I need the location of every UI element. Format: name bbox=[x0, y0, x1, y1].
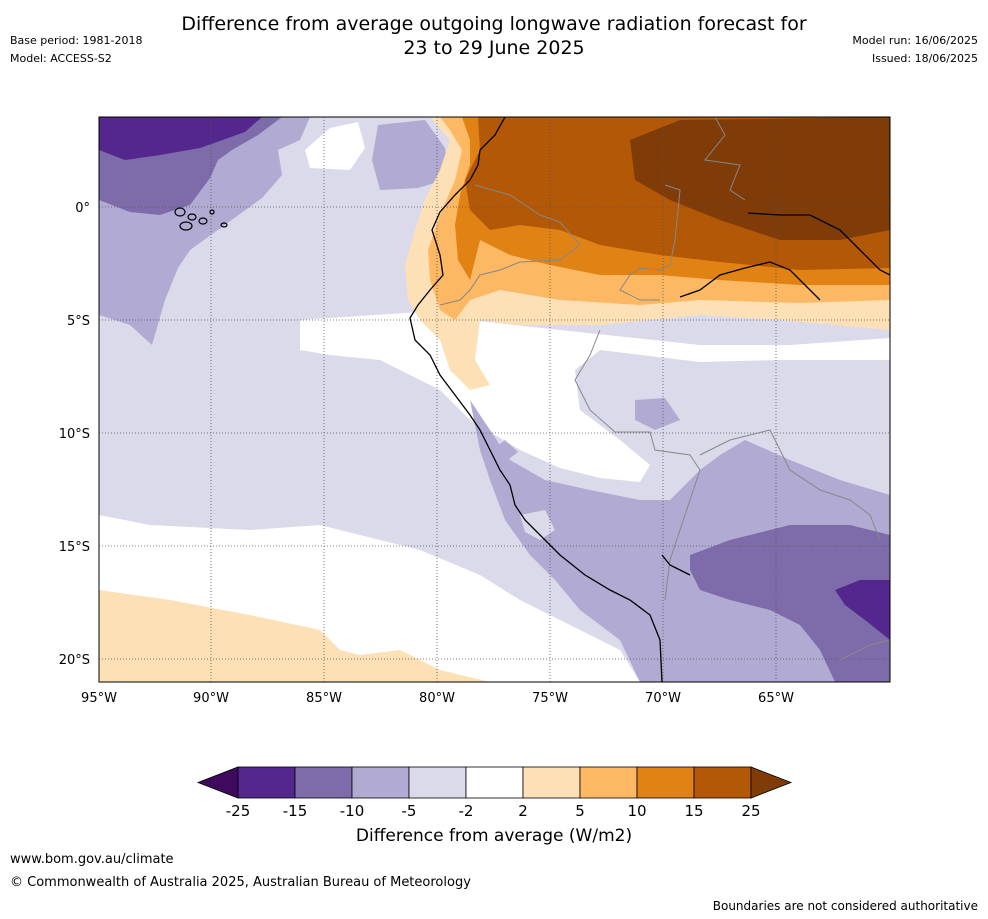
map-title: Difference from average outgoing longwav… bbox=[0, 12, 988, 60]
lon-tick-label: 90°W bbox=[193, 691, 229, 706]
colorbar-segment bbox=[693, 766, 752, 799]
shade-very-strong-negative-nw bbox=[99, 117, 262, 160]
colorbar-segment bbox=[636, 766, 695, 799]
model-text: Model: ACCESS-S2 bbox=[10, 52, 112, 65]
shade-moderate-negative-d bbox=[490, 440, 518, 462]
colorbar-tick-label: 5 bbox=[575, 802, 585, 820]
lat-tick-label: 0° bbox=[75, 201, 90, 216]
country-borders bbox=[439, 117, 890, 661]
lat-tick-label: 5°S bbox=[67, 314, 90, 329]
colorbar-tick-label: -10 bbox=[340, 802, 365, 820]
colorbar-extend-high bbox=[750, 766, 793, 799]
lon-tick-label: 65°W bbox=[758, 691, 794, 706]
map-panel bbox=[99, 117, 890, 682]
shade-weak-positive-sw bbox=[99, 590, 490, 682]
shade-moderate-negative-b bbox=[372, 120, 450, 190]
meta-right: Model run: 16/06/2025 Issued: 18/06/2025 bbox=[852, 32, 978, 68]
colorbar-segment bbox=[465, 766, 524, 799]
footer-copyright: © Commonwealth of Australia 2025, Austra… bbox=[10, 875, 471, 890]
colorbar-segment bbox=[294, 766, 353, 799]
colorbar-tick-label: -15 bbox=[283, 802, 308, 820]
lon-tick-labels: 95°W 90°W 85°W 80°W 75°W 70°W 65°W bbox=[81, 691, 794, 706]
model-run-text: Model run: 16/06/2025 bbox=[852, 34, 978, 47]
shade-moderate-negative-c bbox=[635, 398, 680, 430]
lat-tick-label: 20°S bbox=[59, 653, 90, 668]
title-line-2: 23 to 29 June 2025 bbox=[403, 37, 585, 59]
lon-tick-label: 75°W bbox=[532, 691, 568, 706]
colorbar-tick-label: 25 bbox=[741, 802, 760, 820]
colorbar-segment bbox=[237, 766, 296, 799]
shade-strong-negative-se bbox=[690, 525, 890, 682]
colorbar-segment bbox=[522, 766, 581, 799]
colorbar-segment bbox=[351, 766, 410, 799]
lat-tick-label: 15°S bbox=[59, 540, 90, 555]
shade-neutral-a bbox=[305, 122, 365, 170]
map-border bbox=[98, 116, 891, 683]
colorbar: -25 -15 -10 -5 -2 2 5 10 15 25 bbox=[196, 766, 793, 820]
footer-url[interactable]: www.bom.gov.au/climate bbox=[10, 852, 174, 867]
galapagos-islands bbox=[174, 207, 228, 231]
colorbar-segment bbox=[408, 766, 467, 799]
colorbar-tick-label: -2 bbox=[459, 802, 474, 820]
shade-very-strong-negative-se bbox=[835, 580, 890, 640]
lon-tick-label: 80°W bbox=[419, 691, 455, 706]
colorbar-tick-label: 15 bbox=[684, 802, 703, 820]
base-period-text: Base period: 1981-2018 bbox=[10, 34, 143, 47]
lon-tick-label: 85°W bbox=[306, 691, 342, 706]
coastline bbox=[409, 117, 890, 682]
colorbar-tick-label: -25 bbox=[226, 802, 251, 820]
colorbar-tick-label: 10 bbox=[627, 802, 646, 820]
colorbar-extend-low bbox=[196, 766, 239, 799]
lat-tick-labels: 0° 5°S 10°S 15°S 20°S bbox=[59, 201, 90, 668]
colorbar-title: Difference from average (W/m2) bbox=[355, 826, 633, 846]
issued-text: Issued: 18/06/2025 bbox=[871, 52, 978, 65]
lon-tick-label: 70°W bbox=[645, 691, 681, 706]
footer-note: Boundaries are not considered authoritat… bbox=[712, 899, 978, 913]
meta-left: Base period: 1981-2018 Model: ACCESS-S2 bbox=[10, 32, 142, 68]
shade-extreme-positive-north bbox=[630, 117, 890, 240]
colorbar-tick-label: 2 bbox=[518, 802, 528, 820]
title-line-1: Difference from average outgoing longwav… bbox=[181, 13, 807, 35]
shade-weak-negative-hole bbox=[520, 510, 555, 540]
lat-tick-label: 10°S bbox=[59, 427, 90, 442]
colorbar-tick-label: -5 bbox=[402, 802, 417, 820]
lon-tick-label: 95°W bbox=[81, 691, 117, 706]
graticule bbox=[99, 117, 890, 682]
colorbar-segment bbox=[579, 766, 638, 799]
